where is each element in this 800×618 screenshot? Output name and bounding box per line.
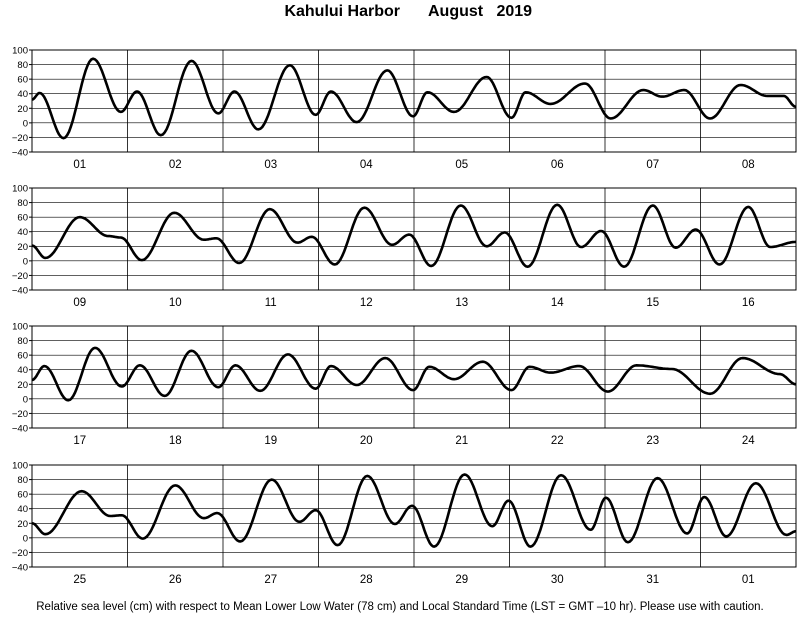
y-tick-label: −40	[12, 286, 28, 297]
day-label: 17	[73, 435, 86, 447]
y-tick-label: 80	[17, 60, 28, 71]
y-tick-label: 0	[23, 394, 28, 405]
day-label: 22	[551, 435, 564, 447]
day-label: 29	[455, 574, 468, 586]
y-tick-label: 0	[23, 118, 28, 129]
tide-series-line	[31, 346, 797, 402]
footer-note: Relative sea level (cm) with respect to …	[36, 601, 764, 613]
day-label: 28	[360, 574, 373, 586]
day-label: 26	[169, 574, 182, 586]
day-label: 02	[169, 159, 182, 171]
tide-series-line	[31, 203, 797, 268]
day-label: 03	[264, 159, 277, 171]
y-tick-label: −40	[12, 563, 28, 574]
day-label: 15	[646, 297, 659, 309]
panel-1: −40 −20 0 20 40 60 80 100 01 02 03 04 05 06 07 08	[12, 46, 797, 171]
y-tick-label: 60	[17, 351, 28, 362]
tide-series-line	[31, 473, 797, 548]
chart-title-station: Kahului Harbor	[284, 3, 400, 20]
y-tick-label: 40	[17, 227, 28, 238]
day-label: 21	[455, 435, 468, 447]
y-tick-label: 60	[17, 75, 28, 86]
day-label: 12	[360, 297, 373, 309]
day-label: 08	[742, 159, 755, 171]
y-tick-label: 80	[17, 475, 28, 486]
y-tick-label: 40	[17, 504, 28, 515]
day-label: 19	[264, 435, 277, 447]
y-tick-label: −40	[12, 148, 28, 159]
y-tick-label: 20	[17, 104, 28, 115]
day-label: 13	[455, 297, 468, 309]
day-label: 06	[551, 159, 564, 171]
day-label: 01	[742, 574, 755, 586]
day-label: 20	[360, 435, 373, 447]
chart-title-month: August 2019	[428, 3, 532, 21]
day-label: 07	[646, 159, 659, 171]
y-tick-label: 40	[17, 89, 28, 100]
day-label: 25	[73, 574, 86, 586]
day-label: 14	[551, 297, 564, 309]
y-tick-label: −40	[12, 424, 28, 435]
y-tick-label: 80	[17, 336, 28, 347]
y-tick-label: 60	[17, 490, 28, 501]
day-label: 24	[742, 435, 755, 447]
day-label: 18	[169, 435, 182, 447]
y-tick-label: −20	[12, 548, 28, 559]
y-tick-label: 0	[23, 256, 28, 267]
y-tick-label: 20	[17, 519, 28, 530]
chart-title-month-name: August	[428, 3, 484, 20]
day-label: 27	[264, 574, 277, 586]
panel-2: −40 −20 0 20 40 60 80 100 09 10 11 12 13 14 15 16	[12, 184, 797, 309]
day-label: 09	[73, 297, 86, 309]
y-tick-label: 20	[17, 242, 28, 253]
y-tick-label: 100	[12, 322, 28, 333]
day-label: 10	[169, 297, 182, 309]
y-tick-label: −20	[12, 271, 28, 282]
day-label: 31	[646, 574, 659, 586]
day-label: 23	[646, 435, 659, 447]
day-label: 30	[551, 574, 564, 586]
day-label: 01	[73, 159, 86, 171]
chart-title-year: 2019	[496, 3, 533, 20]
day-label: 04	[360, 159, 373, 171]
y-tick-label: 100	[12, 46, 28, 57]
y-tick-label: 80	[17, 198, 28, 209]
y-tick-label: 40	[17, 365, 28, 376]
y-tick-label: 60	[17, 213, 28, 224]
day-label: 16	[742, 297, 755, 309]
y-tick-label: 20	[17, 380, 28, 391]
day-label: 05	[455, 159, 468, 171]
day-label: 11	[265, 297, 277, 309]
y-tick-label: 100	[12, 461, 28, 472]
y-tick-label: 0	[23, 533, 28, 544]
y-tick-label: −20	[12, 133, 28, 144]
panel-4: −40 −20 0 20 40 60 80 100 25 26 27 28 29 30 31 01	[12, 461, 797, 586]
y-tick-label: −20	[12, 409, 28, 420]
panel-3: −40 −20 0 20 40 60 80 100 17 18 19 20 21 22 23 24	[12, 322, 797, 447]
y-tick-label: 100	[12, 184, 28, 195]
tide-series-line	[31, 57, 797, 140]
